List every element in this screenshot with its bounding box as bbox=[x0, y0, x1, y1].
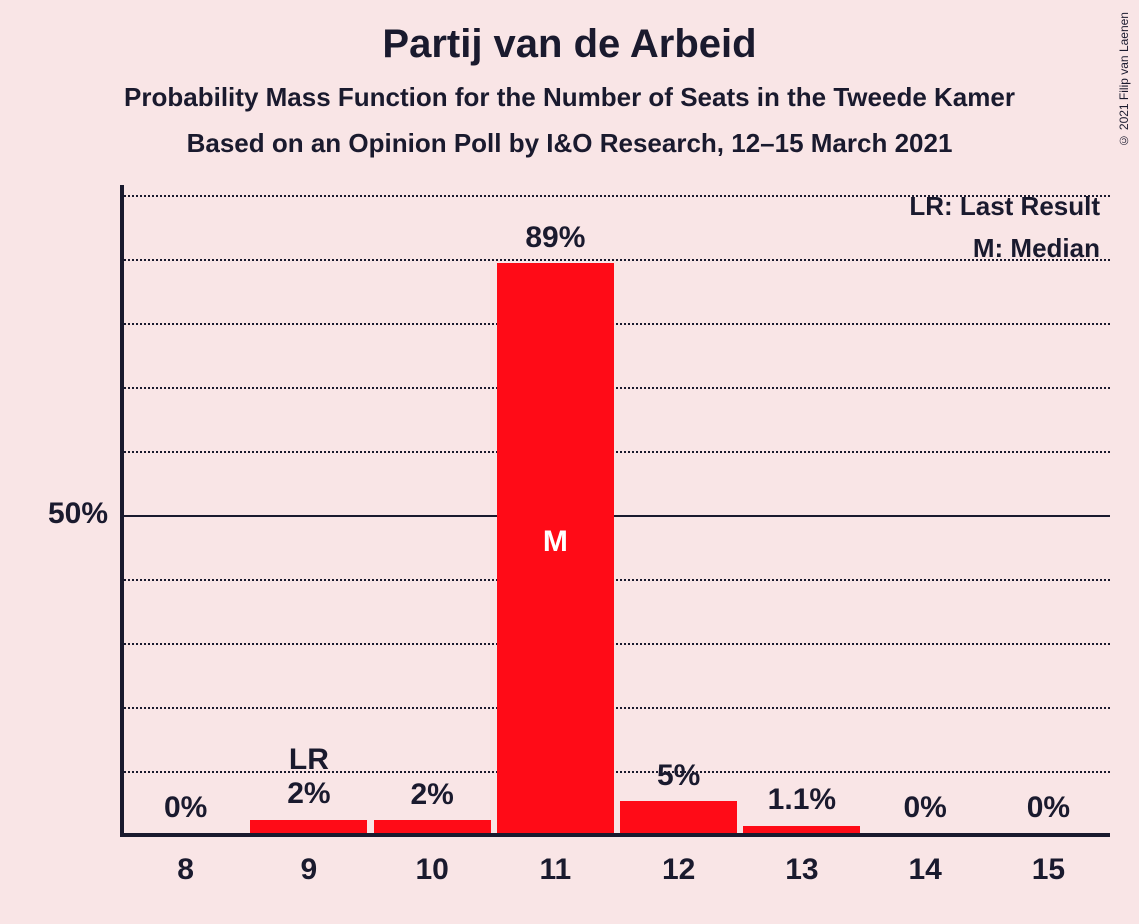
x-axis-tick: 13 bbox=[740, 853, 863, 887]
bar-label-group: 2% bbox=[371, 778, 494, 812]
x-axis-tick: 12 bbox=[617, 853, 740, 887]
x-axis-tick: 14 bbox=[864, 853, 987, 887]
gridline-minor bbox=[124, 707, 1110, 709]
bar-value-label: 89% bbox=[494, 221, 617, 255]
gridline-major bbox=[124, 515, 1110, 517]
bar bbox=[250, 820, 367, 833]
bar-value-label: 1.1% bbox=[740, 783, 863, 817]
x-axis-tick: 15 bbox=[987, 853, 1110, 887]
chart-container: Partij van de Arbeid Probability Mass Fu… bbox=[0, 0, 1139, 924]
gridline-minor bbox=[124, 451, 1110, 453]
bar-label-group: 5% bbox=[617, 759, 740, 793]
bar bbox=[743, 826, 860, 833]
x-axis-tick: 10 bbox=[371, 853, 494, 887]
bar-label-group: 1.1% bbox=[740, 783, 863, 817]
gridline-minor bbox=[124, 387, 1110, 389]
y-axis-tick-50: 50% bbox=[10, 497, 108, 531]
chart-title: Partij van de Arbeid bbox=[0, 22, 1139, 67]
bar-value-label: 0% bbox=[864, 791, 987, 825]
last-result-marker: LR bbox=[247, 743, 370, 777]
gridline-minor bbox=[124, 323, 1110, 325]
y-axis-line bbox=[120, 185, 124, 835]
bar bbox=[620, 801, 737, 833]
x-axis-tick: 11 bbox=[494, 853, 617, 887]
bar-value-label: 2% bbox=[247, 777, 370, 811]
copyright-text: © 2021 Filip van Laenen bbox=[1117, 12, 1131, 147]
x-axis-tick: 9 bbox=[247, 853, 370, 887]
bar-value-label: 2% bbox=[371, 778, 494, 812]
gridline-minor bbox=[124, 643, 1110, 645]
bar-value-label: 5% bbox=[617, 759, 740, 793]
x-axis-line bbox=[120, 833, 1110, 837]
bar-value-label: 0% bbox=[124, 791, 247, 825]
bar bbox=[374, 820, 491, 833]
legend-median: M: Median bbox=[850, 233, 1100, 264]
median-marker: M bbox=[497, 525, 614, 559]
bar-label-group: 0% bbox=[864, 791, 987, 825]
bar-value-label: 0% bbox=[987, 791, 1110, 825]
gridline-minor bbox=[124, 579, 1110, 581]
plot-area: 0%LR2%2%89%M5%1.1%0%0% bbox=[120, 195, 1110, 835]
chart-subtitle-1: Probability Mass Function for the Number… bbox=[0, 82, 1139, 113]
legend-last-result: LR: Last Result bbox=[850, 191, 1100, 222]
x-axis-tick: 8 bbox=[124, 853, 247, 887]
bar-label-group: LR2% bbox=[247, 743, 370, 811]
chart-subtitle-2: Based on an Opinion Poll by I&O Research… bbox=[0, 128, 1139, 159]
bar-label-group: 89% bbox=[494, 221, 617, 255]
bar-label-group: 0% bbox=[124, 791, 247, 825]
bar-label-group: 0% bbox=[987, 791, 1110, 825]
